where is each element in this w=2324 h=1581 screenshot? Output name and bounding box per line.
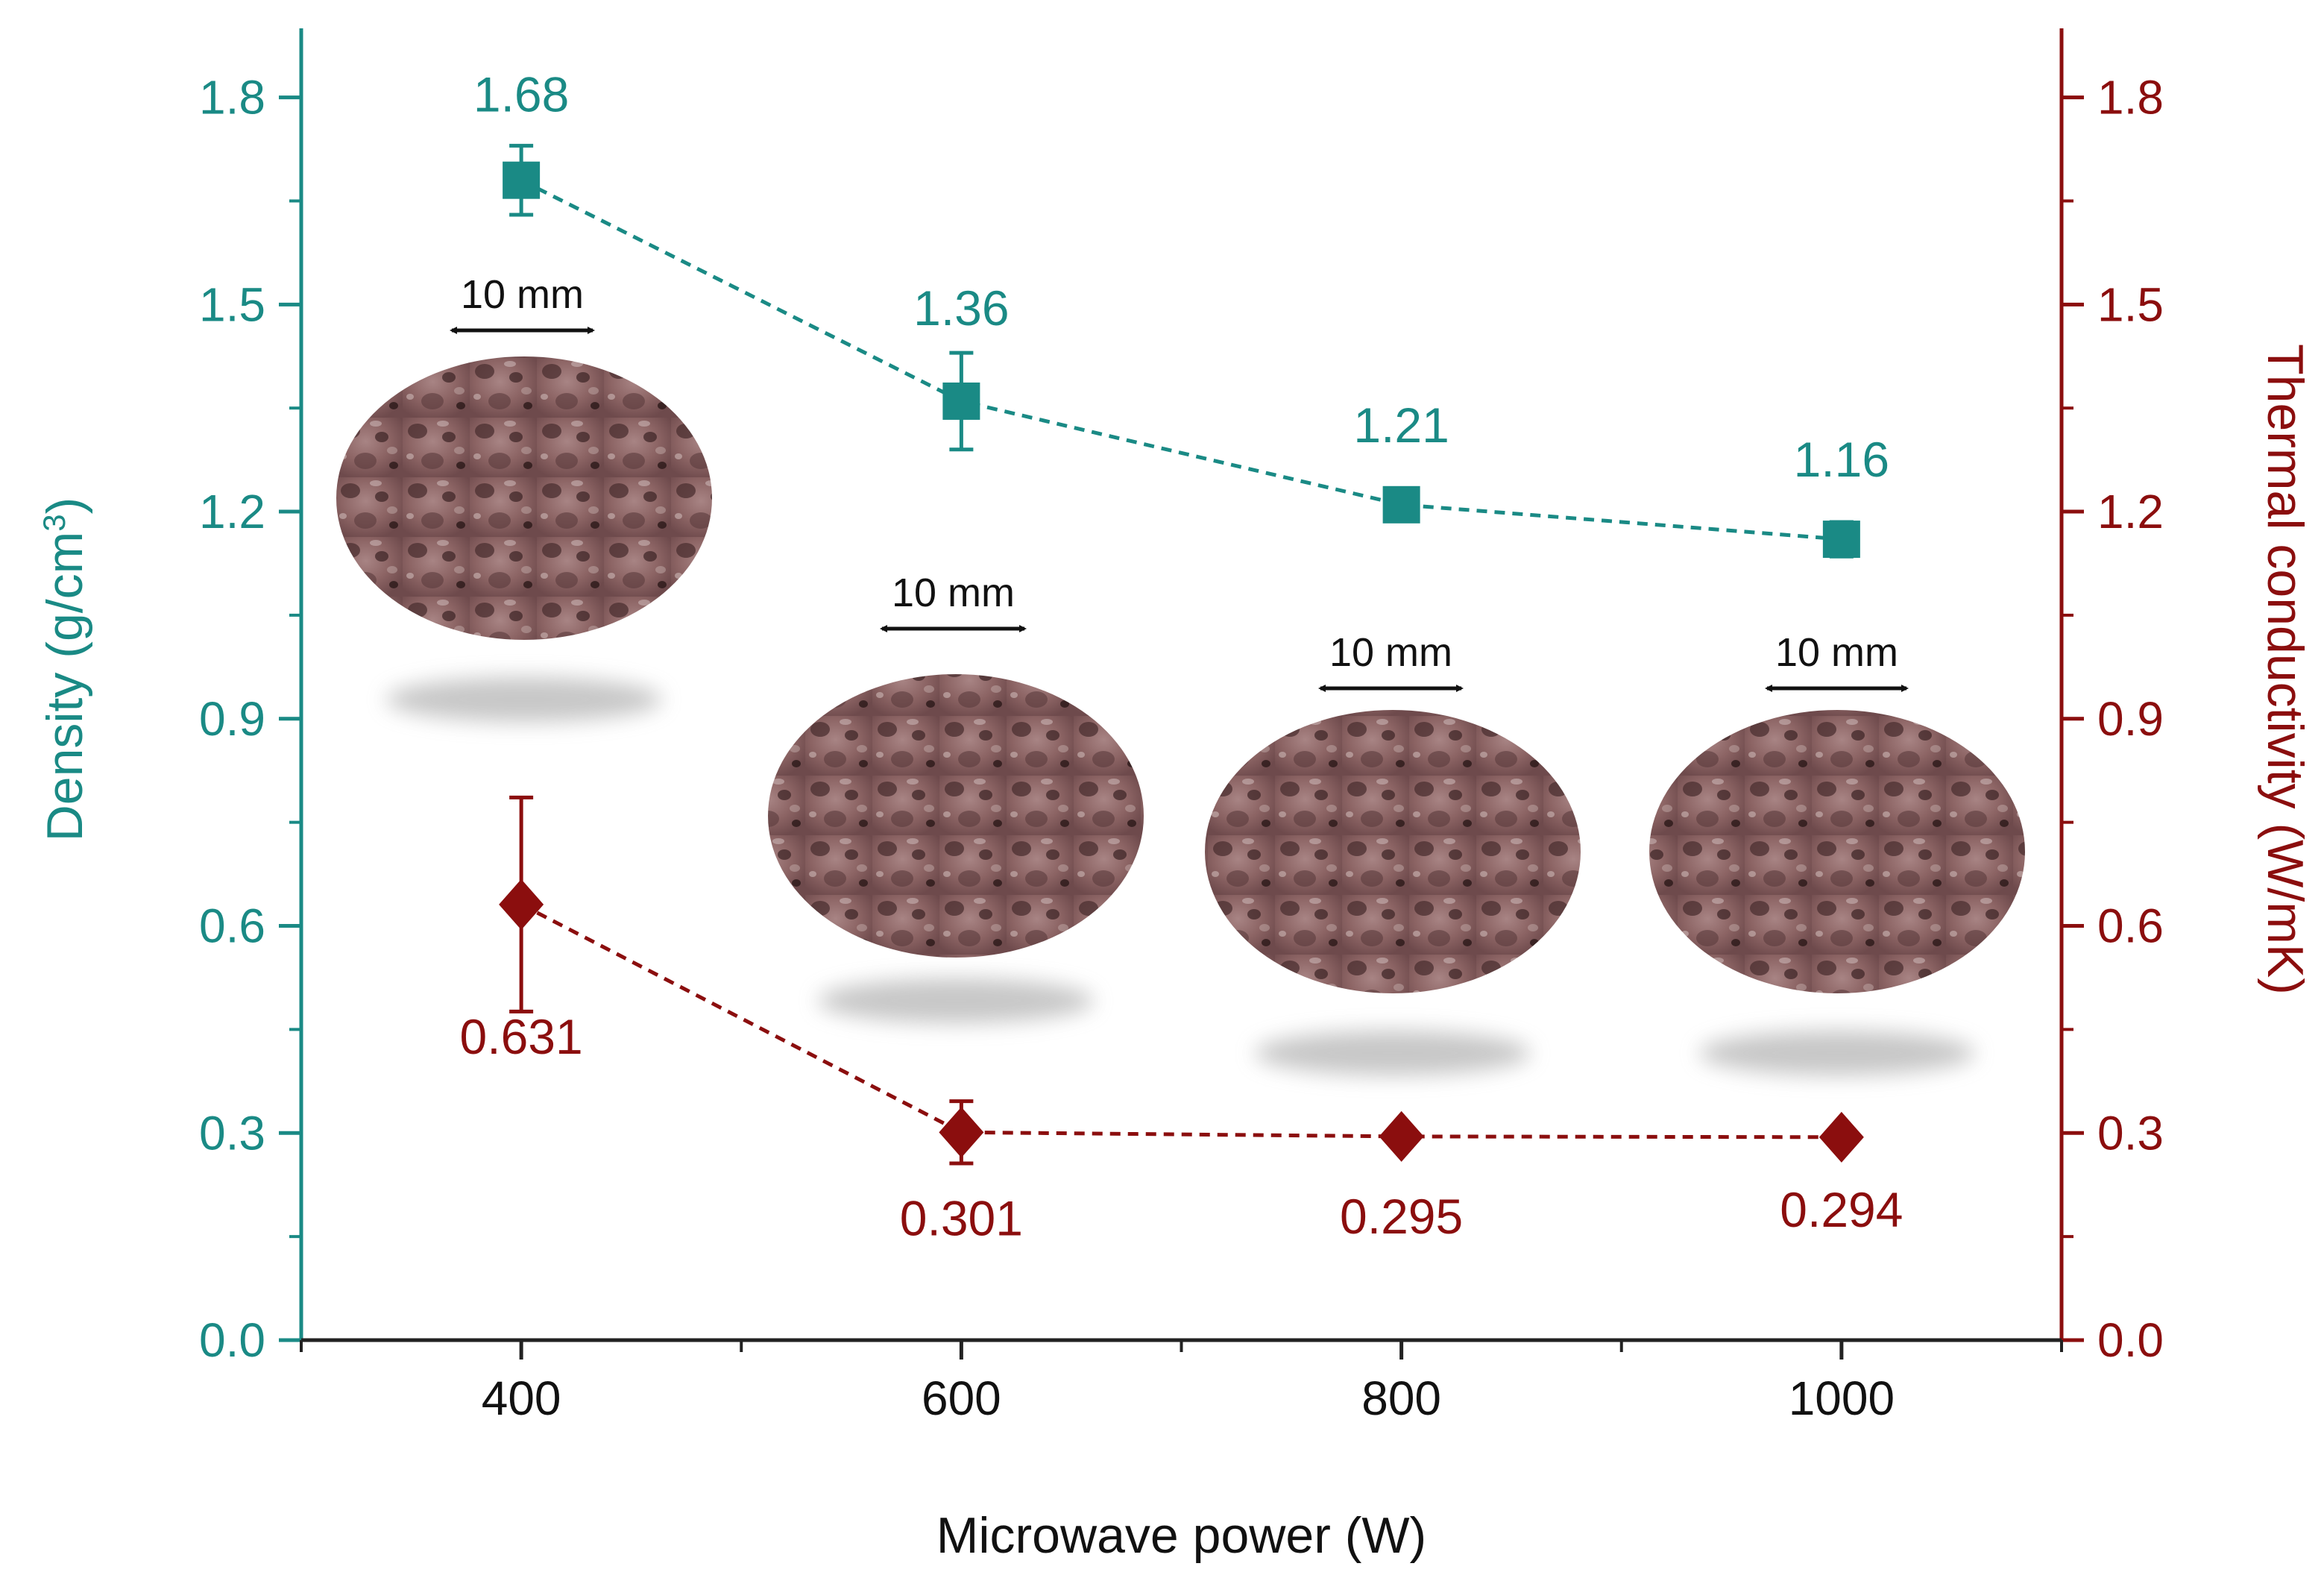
sample-photo-600w: [768, 674, 1144, 958]
conductivity-point-800w: [1379, 1110, 1424, 1162]
conductivity-point-1000w: [1818, 1111, 1864, 1163]
density-point-1000w: [1822, 521, 1860, 559]
right-y-tick-label: 0.3: [2097, 1106, 2164, 1160]
x-tick-label: 1000: [1789, 1371, 1895, 1425]
left-y-axis-title-close: ): [37, 497, 93, 515]
scale-bar-label: 10 mm: [1775, 630, 1898, 675]
density-data-label: 1.36: [913, 280, 1009, 336]
right-y-tick-label: 0.9: [2097, 692, 2164, 746]
sample-shadow: [818, 978, 1094, 1023]
axis-ticks: 0.0 0.0 0.3 0.3 0.6 0.6 0.9 0.9 1.2 1.2 1.5 1.5 1.8 1…: [199, 71, 2164, 1425]
right-y-tick-label: 1.8: [2097, 71, 2164, 125]
left-y-tick-label: 0.9: [199, 692, 265, 746]
right-y-tick-label: 0.6: [2097, 899, 2164, 953]
left-y-axis-title: Density (g/cm3): [37, 497, 94, 842]
sample-photo-1000w: [1649, 710, 2025, 993]
density-point-600w: [942, 382, 980, 420]
density-data-label: 1.16: [1794, 432, 1889, 487]
sample-shadow: [1255, 1031, 1531, 1075]
conductivity-line: [520, 902, 1842, 1140]
x-axis-title: Microwave power (W): [936, 1507, 1426, 1564]
right-y-tick-label: 1.2: [2097, 485, 2164, 538]
sample-shadow: [386, 677, 662, 722]
scale-bar-label: 10 mm: [892, 571, 1015, 615]
conductivity-data-label: 0.295: [1340, 1189, 1463, 1244]
scale-bar-label: 10 mm: [461, 272, 584, 317]
scale-bar-label: 10 mm: [1329, 630, 1452, 675]
conductivity-data-label: 0.294: [1780, 1182, 1903, 1237]
left-y-tick-label: 0.0: [199, 1313, 265, 1367]
conductivity-data-label: 0.631: [460, 1009, 583, 1064]
sample-photo-800w: [1205, 710, 1581, 993]
left-y-tick-label: 0.3: [199, 1106, 265, 1160]
series-layer: 1.68 1.36 1.21 1.16 0.631 0.301 0.295 0.294: [460, 67, 1903, 1246]
right-y-tick-label: 0.0: [2097, 1313, 2164, 1367]
conductivity-point-400w: [499, 878, 544, 930]
conductivity-data-label: 0.301: [900, 1190, 1023, 1245]
sample-photo-400w: [336, 356, 712, 640]
density-data-label: 1.68: [473, 67, 569, 122]
density-point-400w: [503, 161, 541, 199]
x-tick-label: 400: [482, 1371, 561, 1425]
right-y-axis-title: Thermal conductivity (W/mK): [2257, 344, 2314, 995]
right-y-tick-label: 1.5: [2097, 277, 2164, 331]
density-line: [520, 178, 1842, 541]
x-tick-label: 800: [1361, 1371, 1441, 1425]
left-y-tick-label: 1.5: [199, 277, 265, 331]
density-data-label: 1.21: [1353, 397, 1449, 453]
left-y-axis-title-main: Density (g/cm: [37, 532, 93, 842]
x-tick-label: 600: [922, 1371, 1001, 1425]
sample-shadow: [1699, 1031, 1975, 1075]
left-y-tick-label: 1.8: [199, 71, 265, 125]
density-point-800w: [1382, 485, 1420, 524]
conductivity-point-600w: [939, 1107, 984, 1158]
left-y-axis-title-superscript: 3: [37, 514, 72, 531]
left-y-tick-label: 1.2: [199, 485, 265, 538]
sample-photos: 10 mm 10 mm 10 mm 10 mm: [336, 272, 2025, 1075]
left-y-tick-label: 0.6: [199, 899, 265, 953]
